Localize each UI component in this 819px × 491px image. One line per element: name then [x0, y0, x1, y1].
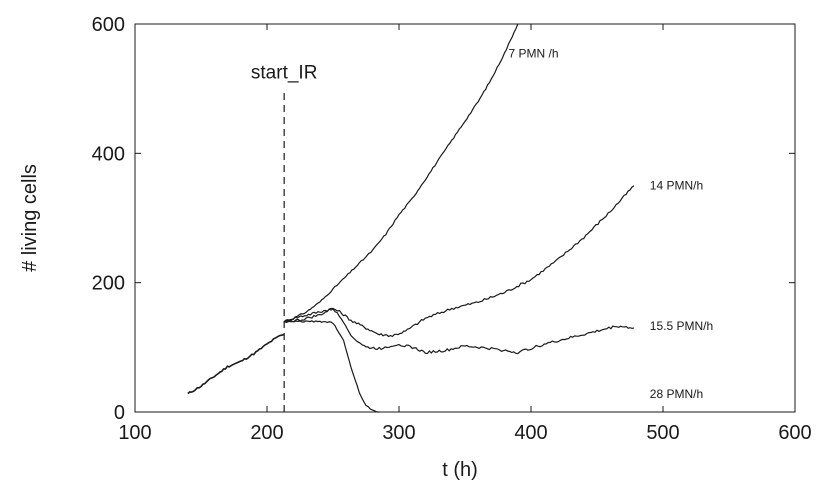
- y-tick-label: 600: [92, 14, 125, 36]
- series-line-1: [283, 23, 519, 323]
- x-axis-ticks: 100 200 300 400 500 600: [118, 24, 812, 444]
- series-label-3: 15.5 PMN/h: [650, 319, 713, 333]
- series-label-2: 14 PMN/h: [650, 179, 703, 193]
- start-ir-label: start_IR: [251, 63, 318, 84]
- x-tick-label: 200: [250, 422, 283, 444]
- series-label-1: 7 PMN /h: [509, 47, 559, 61]
- x-tick-label: 600: [778, 422, 811, 444]
- annotations: start_IR: [251, 63, 318, 412]
- series-lines: [187, 23, 635, 413]
- y-tick-label: 400: [92, 143, 125, 165]
- y-tick-label: 0: [114, 402, 125, 424]
- y-axis-title: # living cells: [19, 164, 41, 272]
- series-line-baseline: [187, 333, 285, 395]
- series-label-4: 28 PMN/h: [650, 387, 703, 401]
- series-line-4: [284, 320, 380, 413]
- x-tick-label: 500: [646, 422, 679, 444]
- plot-frame: [134, 23, 796, 413]
- x-axis-title: t (h): [442, 459, 478, 481]
- x-tick-label: 400: [514, 422, 547, 444]
- y-axis-ticks: 0 200 400 600: [92, 14, 795, 424]
- x-tick-label: 300: [382, 422, 415, 444]
- series-labels: 7 PMN /h 14 PMN/h 15.5 PMN/h 28 PMN/h: [509, 47, 714, 401]
- y-tick-label: 200: [92, 273, 125, 295]
- series-line-2: [283, 185, 635, 338]
- series-line-3: [283, 308, 635, 355]
- x-tick-label: 100: [118, 422, 151, 444]
